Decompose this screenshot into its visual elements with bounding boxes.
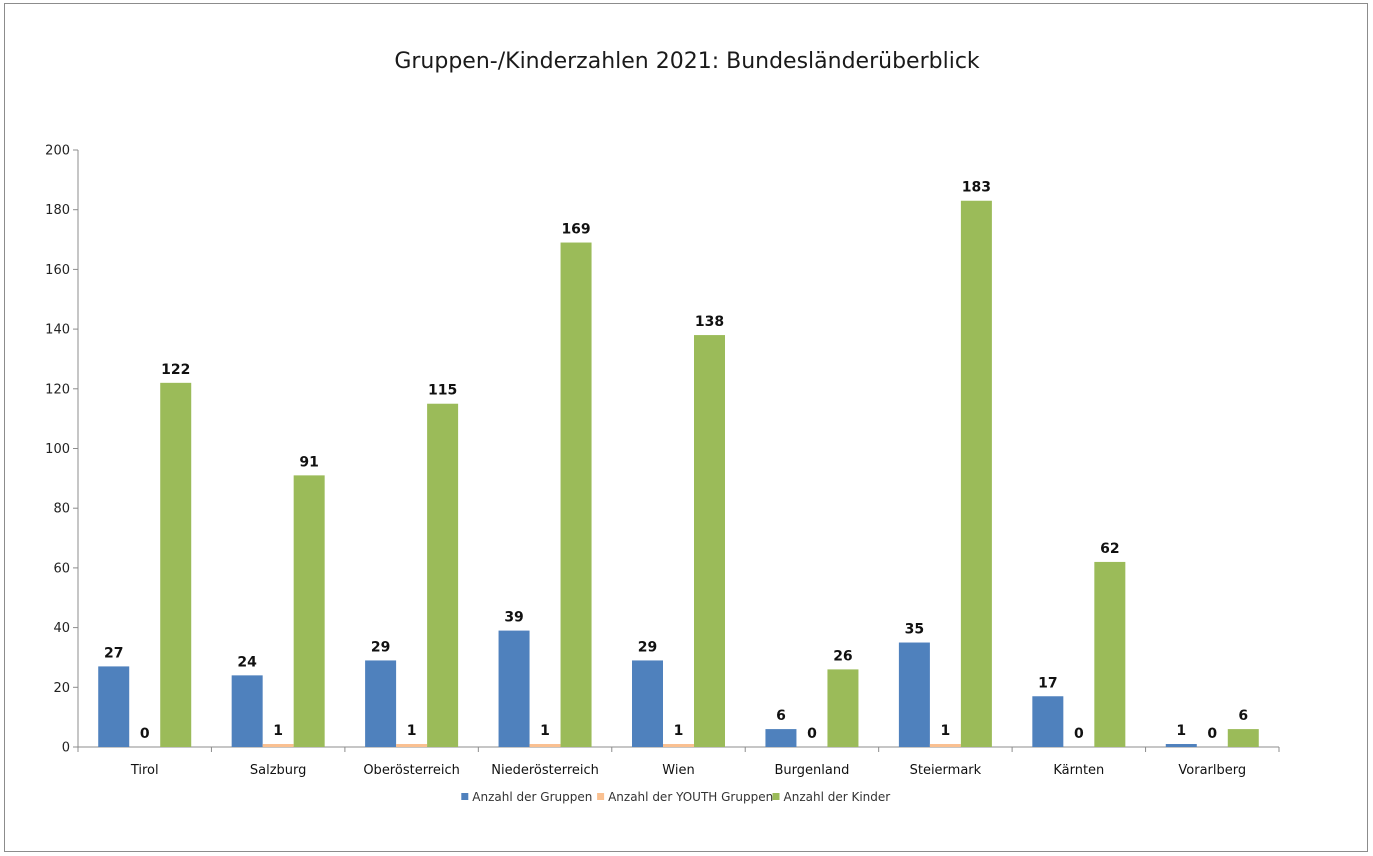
y-tick-label: 120 (45, 382, 70, 397)
bar-data-label: 1 (273, 723, 283, 739)
bar-data-label: 0 (1207, 726, 1217, 742)
bar-data-label: 91 (299, 454, 318, 470)
legend-swatch (597, 793, 605, 800)
x-tick-label: Kärnten (1053, 763, 1104, 778)
bar (827, 669, 859, 747)
bars (98, 200, 1259, 747)
bar (632, 660, 663, 747)
bar (1032, 696, 1064, 747)
bar (262, 744, 294, 747)
y-tick-label: 160 (45, 263, 70, 278)
x-tick-label: Wien (662, 763, 694, 778)
legend-swatch (461, 793, 469, 800)
chart-title: Gruppen-/Kinderzahlen 2021: Bundesländer… (394, 49, 980, 74)
y-tick-label: 180 (45, 203, 70, 218)
x-tick-label: Niederösterreich (491, 763, 599, 778)
bar-data-label: 35 (905, 622, 924, 638)
bar-data-label: 1 (674, 723, 684, 739)
bar (663, 744, 694, 747)
legend: Anzahl der Gruppen Anzahl der YOUTH Grupp… (461, 790, 890, 804)
bar (293, 475, 325, 747)
x-tick-label: Oberösterreich (363, 763, 460, 778)
bar-data-label: 122 (161, 362, 190, 378)
bar-data-label: 1 (407, 723, 417, 739)
bar (898, 642, 930, 747)
bar-data-label: 1 (1176, 723, 1186, 739)
legend-entry-label: Anzahl der YOUTH Gruppen (608, 790, 773, 804)
y-tick-label: 40 (53, 621, 70, 636)
data-labels: 27 0 122 24 1 91 29 1 115 39 1 169 29 1 138 6 0 26 35 1 183 1… (104, 180, 1248, 742)
bar-data-label: 115 (428, 383, 457, 399)
bar-data-label: 27 (104, 645, 123, 661)
y-tick-label: 60 (53, 561, 70, 576)
bar-data-label: 17 (1038, 675, 1057, 691)
bar-data-label: 29 (638, 639, 657, 655)
bar (365, 660, 397, 747)
legend-entry-label: Anzahl der Kinder (784, 790, 891, 804)
bar (1227, 729, 1259, 747)
bar-data-label: 138 (695, 314, 724, 330)
bar-data-label: 62 (1100, 541, 1119, 557)
bar-data-label: 183 (962, 180, 991, 196)
bar-data-label: 39 (504, 610, 523, 626)
bar (929, 744, 961, 747)
bar (396, 744, 428, 747)
y-tick-label: 200 (45, 144, 70, 159)
x-tick-label: Salzburg (250, 763, 307, 778)
y-tick-label: 140 (45, 323, 70, 338)
bar-data-label: 169 (561, 222, 590, 238)
bar-data-label: 29 (371, 639, 390, 655)
x-tick-label: Burgenland (775, 763, 850, 778)
y-tick-label: 80 (53, 502, 70, 517)
y-tick-label: 100 (45, 442, 70, 457)
x-tick-label: Tirol (130, 763, 159, 778)
y-tick-label: 0 (62, 741, 70, 756)
bar (1165, 744, 1197, 747)
bar (560, 242, 592, 747)
bar (765, 729, 797, 747)
bar-data-label: 1 (540, 723, 550, 739)
bar-data-label: 26 (833, 648, 852, 664)
bar (694, 335, 725, 747)
bar-data-label: 6 (1238, 708, 1248, 724)
bar (529, 744, 561, 747)
y-tick-label: 20 (53, 681, 70, 696)
bar-data-label: 0 (140, 726, 150, 742)
bar-chart: Gruppen-/Kinderzahlen 2021: Bundesländer… (45, 49, 1280, 804)
bar (1094, 561, 1126, 747)
bar (231, 675, 263, 747)
bar-data-label: 0 (1074, 726, 1084, 742)
bar-data-label: 1 (941, 723, 951, 739)
bar-data-label: 6 (776, 708, 786, 724)
bar-data-label: 0 (807, 726, 817, 742)
bar (427, 403, 459, 747)
x-tick-label: Steiermark (910, 763, 982, 778)
bar (160, 382, 192, 747)
chart-frame: Gruppen-/Kinderzahlen 2021: Bundesländer… (4, 3, 1368, 852)
bar (960, 200, 992, 747)
bar-data-label: 24 (237, 654, 257, 670)
legend-entry-label: Anzahl der Gruppen (472, 790, 592, 804)
bar (98, 666, 130, 747)
legend-swatch (772, 793, 780, 800)
bar (498, 630, 530, 747)
x-tick-label: Vorarlberg (1178, 763, 1246, 778)
